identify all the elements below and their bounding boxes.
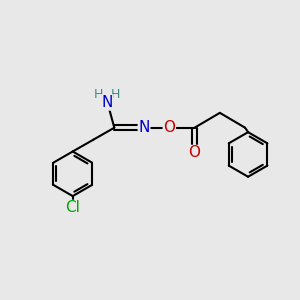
Text: O: O bbox=[163, 120, 175, 135]
Text: Cl: Cl bbox=[65, 200, 80, 215]
Text: O: O bbox=[189, 146, 201, 160]
Text: N: N bbox=[138, 120, 150, 135]
Text: H: H bbox=[94, 88, 103, 100]
Text: N: N bbox=[101, 95, 112, 110]
Text: H: H bbox=[110, 88, 120, 100]
